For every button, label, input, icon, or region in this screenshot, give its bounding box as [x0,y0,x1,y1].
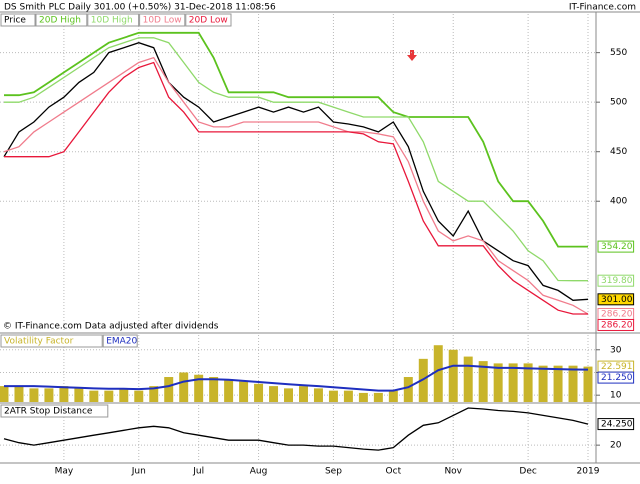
legend-box [185,13,232,27]
series-line [3,42,589,301]
signal-arrow [407,50,417,61]
bar [254,383,264,402]
x-tick-label: Jun [131,467,146,477]
bar [493,363,503,402]
bar [0,386,9,402]
y-tick-label: 550 [610,48,627,58]
bar [224,379,234,402]
end-label: 24.250 [601,420,633,430]
y-tick-label: 20 [610,441,622,451]
x-tick-label: Jul [192,467,204,477]
bar [448,349,458,402]
bar [358,392,368,402]
bar [343,390,353,402]
end-label: 21.250 [601,373,633,383]
bar [239,381,249,402]
x-tick-label: 2019 [577,467,600,477]
legend-box [0,13,36,27]
y-tick-label: 400 [610,197,627,207]
bar [269,386,279,402]
x-tick-label: Sep [325,467,342,477]
bar [119,388,129,402]
end-label: 301.00 [601,295,633,305]
bar [209,377,219,402]
bar [29,388,39,402]
note: © IT-Finance.com Data adjusted after div… [3,322,219,332]
bar [433,345,443,402]
bar [164,377,174,402]
bar [149,386,159,402]
legend-box [102,334,138,348]
bar [74,388,84,402]
header-bar [0,0,640,12]
legend-box [0,404,109,418]
bar [134,390,144,402]
series-line [4,61,588,315]
bar [104,390,114,402]
bar [194,374,204,402]
series-line [4,364,589,392]
bar [44,388,54,402]
end-label-box [597,318,635,331]
series-line [3,56,589,315]
series-line [4,31,588,248]
legend-label: 2ATR Stop Distance [4,407,93,417]
bar [59,386,69,402]
legend-box [0,334,103,348]
series-line [4,37,588,282]
bar [328,390,338,402]
bar [313,388,323,402]
bar [89,390,99,402]
legend-label: 10D Low [143,16,182,26]
x-tick-label: Oct [386,467,402,477]
bar [373,392,383,402]
end-label: 286.20 [601,309,633,319]
bar [284,388,294,402]
y-tick-label: 500 [610,98,627,108]
bar [508,363,518,402]
end-label-box [597,274,635,287]
bar [523,363,533,402]
bar [14,386,24,402]
end-label-box [597,293,635,306]
x-tick-label: Dec [519,467,536,477]
bar [583,366,593,402]
end-label-box [597,418,635,431]
bar [403,377,413,402]
legend-label: EMA20 [106,337,137,347]
header-site: IT-Finance.com [569,3,636,13]
end-label-box [597,240,635,253]
bar [298,386,308,402]
x-tick-label: May [55,467,74,477]
header-title: DS Smith PLC Daily 301.00 (+0.50%) 31-De… [4,3,276,13]
legend-label: Volatility Factor [4,337,74,347]
end-label: 22.591 [601,362,633,372]
bar [538,365,548,402]
y-tick-label: 10 [610,391,622,401]
bar [179,372,189,402]
y-tick-label: 450 [610,147,627,157]
legend-label: 20D Low [189,16,228,26]
legend-box [139,13,186,27]
end-label: 319.80 [601,276,633,286]
legend-box [35,13,88,27]
bar [463,356,473,402]
end-label-box [597,371,635,384]
legend-label: Price [4,16,26,26]
end-label: 286.20 [601,320,633,330]
bar [478,361,488,402]
x-tick-label: Nov [444,467,462,477]
series-line [3,407,589,451]
bar [553,365,563,402]
legend-label: 20D High [39,16,81,26]
x-tick-label: Aug [250,467,268,477]
y-tick-label: 30 [610,345,622,355]
legend-label: 10D High [91,16,133,26]
bar [568,365,578,402]
end-label: 354.20 [601,242,633,252]
legend-box [87,13,140,27]
bar [388,390,398,402]
